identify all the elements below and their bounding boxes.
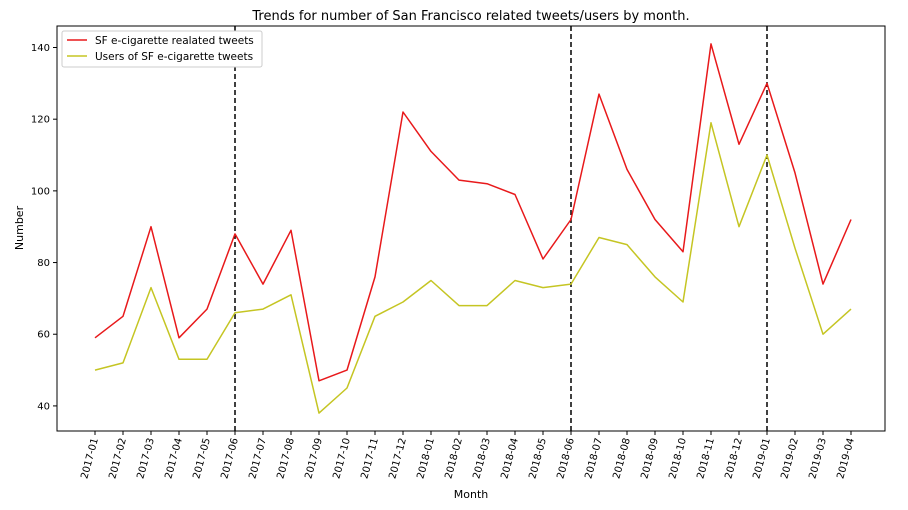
x-axis-label: Month [454, 488, 489, 501]
x-tick-label-2017-04: 2017-04 [163, 437, 184, 480]
x-tick-label-2017-05: 2017-05 [191, 437, 212, 480]
series-lines [94, 43, 852, 414]
x-tick-label-2017-09: 2017-09 [303, 437, 324, 480]
plot-frame [56, 25, 886, 432]
x-tick-label-2018-08: 2018-08 [611, 437, 632, 480]
x-tick-label-2017-01: 2017-01 [79, 437, 100, 480]
y-tick-label-40: 40 [37, 401, 50, 412]
x-tick-label-2018-03: 2018-03 [471, 437, 492, 480]
legend-box [61, 30, 263, 68]
x-tick-label-2019-02: 2019-02 [779, 437, 800, 480]
series-line-0 [94, 43, 852, 382]
x-tick-label-2018-04: 2018-04 [499, 437, 520, 480]
x-tick-label-2018-05: 2018-05 [527, 437, 548, 480]
x-tick-label-2018-07: 2018-07 [583, 437, 604, 480]
legend-label-tweets: SF e-cigarette realated tweets [95, 35, 254, 47]
series-line-1 [94, 122, 852, 414]
x-tick-label-2017-02: 2017-02 [107, 437, 128, 480]
y-tick-label-100: 100 [31, 186, 50, 197]
y-axis-label: Number [13, 205, 26, 250]
y-tick-label-60: 60 [37, 330, 50, 341]
legend: SF e-cigarette realated tweets Users of … [61, 30, 263, 68]
chart-title: Trends for number of San Francisco relat… [251, 9, 689, 24]
x-axis: 2017-01 2017-02 2017-03 2017-04 2017-05 2017-… [79, 431, 857, 480]
x-tick-label-2017-06: 2017-06 [219, 437, 240, 480]
x-tick-label-2017-07: 2017-07 [247, 437, 268, 480]
y-tick-label-80: 80 [37, 258, 50, 269]
vertical-reference-lines [234, 26, 768, 431]
x-tick-label-2019-01: 2019-01 [751, 437, 772, 480]
x-tick-label-2017-08: 2017-08 [275, 437, 296, 480]
x-tick-label-2018-06: 2018-06 [555, 437, 576, 480]
x-tick-label-2018-12: 2018-12 [723, 437, 744, 480]
y-tick-label-140: 140 [31, 43, 50, 54]
x-tick-label-2018-09: 2018-09 [639, 437, 660, 480]
x-tick-label-2018-01: 2018-01 [415, 437, 436, 480]
legend-label-users: Users of SF e-cigarette tweets [95, 51, 253, 63]
y-tick-label-120: 120 [31, 115, 50, 126]
x-tick-label-2018-11: 2018-11 [695, 437, 716, 480]
x-tick-label-2017-11: 2017-11 [359, 437, 380, 480]
x-tick-label-2019-03: 2019-03 [807, 437, 828, 480]
x-tick-label-2017-03: 2017-03 [135, 437, 156, 480]
x-tick-label-2018-10: 2018-10 [667, 437, 688, 480]
x-tick-label-2017-12: 2017-12 [387, 437, 408, 480]
y-axis: 40 60 80 100 120 140 [31, 43, 57, 412]
x-tick-label-2017-10: 2017-10 [331, 437, 352, 480]
x-tick-label-2019-04: 2019-04 [835, 437, 856, 480]
x-tick-label-2018-02: 2018-02 [443, 437, 464, 480]
